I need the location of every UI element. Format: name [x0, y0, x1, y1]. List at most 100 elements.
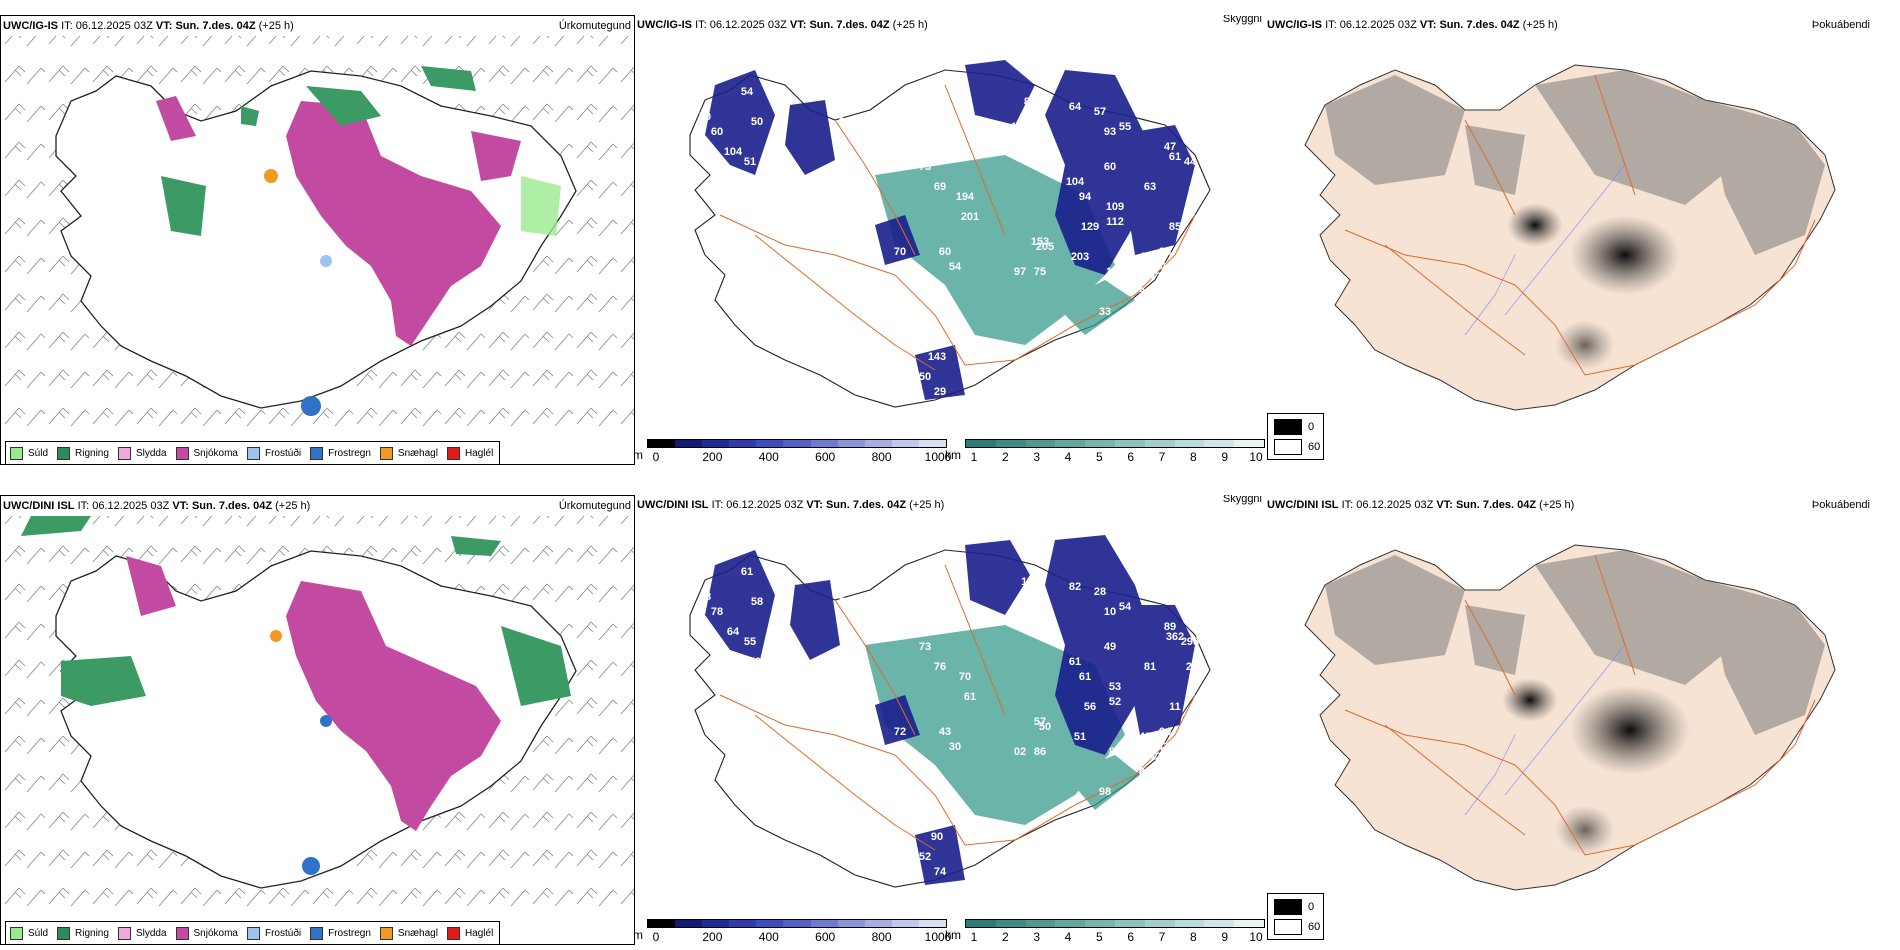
colorbar-segment: [966, 920, 996, 927]
legend-swatch: [175, 926, 189, 940]
depth-label: 53: [1109, 681, 1121, 693]
colorbar-segment: [756, 920, 784, 927]
colorbar-segment: [702, 920, 730, 927]
colorbar-segment: [891, 440, 919, 447]
visibility-shading: [875, 155, 1135, 345]
depth-label: 82: [1069, 581, 1081, 593]
legend-swatch: [1274, 899, 1302, 915]
panel-label: Skyggni: [1222, 15, 1262, 25]
colorbar-tick: 3: [1033, 930, 1040, 944]
depth-label: 64: [727, 626, 740, 638]
colorbar-segment: [648, 920, 676, 927]
depth-label: 38: [1159, 246, 1171, 258]
snow-depth-map-bottom: UWC/DINI ISL IT: 06.12.2025 03Z VT: Sun.…: [635, 495, 1265, 945]
depth-colorbar: m 0 200 400 600 800 1000: [635, 919, 951, 944]
colorbar-segment: [783, 920, 811, 927]
colorbar-segment: [837, 920, 865, 927]
legend-label: Frostregn: [328, 447, 371, 459]
colorbar-segment: [1204, 920, 1235, 927]
colorbar-tick: 2: [1001, 930, 1009, 944]
depth-label: 88: [924, 126, 936, 138]
colorbar-tick: 1000: [924, 930, 952, 944]
panel-label: Skyggni: [1222, 495, 1262, 505]
panel-label: Úrkomutegund: [558, 500, 631, 512]
colorbar-tick: 10: [1249, 450, 1263, 464]
rivers: [1464, 164, 1626, 336]
colorbar-tick: 400: [758, 450, 779, 464]
legend-item: Haglél: [446, 926, 493, 940]
colorbar-segment: [1085, 440, 1115, 447]
depth-label: 51: [1074, 731, 1086, 743]
legend-swatch: [57, 446, 71, 460]
depth-label: 51: [744, 156, 756, 168]
depth-colorbar: m 0 200 400 600 800 1000: [635, 439, 952, 464]
colorbar-tick: 2: [1001, 450, 1009, 464]
depth-label: 50: [919, 371, 931, 383]
depth-label: 94: [1079, 191, 1092, 203]
depth-label: 205: [1036, 241, 1054, 253]
legend-label: Frostúði: [264, 927, 302, 939]
legend-swatch: [117, 446, 131, 460]
colorbar-unit: m: [635, 928, 643, 942]
colorbar-tick: 4: [1064, 930, 1072, 944]
depth-label: 70: [749, 656, 761, 668]
depth-label: 60: [711, 126, 723, 138]
colorbar-tick: 400: [758, 930, 779, 944]
fog-legend-row: 60: [1274, 919, 1320, 935]
depth-label: 72: [894, 726, 906, 738]
depth-label: 143: [928, 351, 946, 363]
colorbar-tick: 200: [702, 450, 723, 464]
colorbar-segment: [891, 920, 919, 927]
depth-label: 73: [919, 641, 931, 653]
snow-depth-map-top: UWC/IG-IS IT: 06.12.2025 03Z VT: Sun. 7.…: [635, 15, 1265, 465]
colorbar-segment: [837, 440, 865, 447]
colorbar-segment: [1234, 440, 1264, 447]
depth-label: 48: [1189, 181, 1201, 193]
colorbar-tick: 8: [1189, 930, 1197, 944]
depth-label: 93: [1104, 126, 1116, 138]
legend-label: Frostregn: [328, 927, 371, 939]
colorbar-tick: 10: [1249, 930, 1263, 944]
legend-label: Slydda: [135, 927, 167, 939]
colorbar-ticks: 0 200 400 600 800 1000: [647, 448, 952, 464]
legend-swatch: [310, 446, 324, 460]
legend-swatch: [10, 926, 23, 940]
depth-label: 11: [1169, 701, 1181, 713]
visibility-colorbar: km 1 2 3 4 5 6 7 8 9 10: [945, 919, 1265, 944]
legend-label: Snjókoma: [193, 927, 238, 939]
depth-label: 90: [931, 831, 943, 843]
colorbar-segment: [783, 440, 811, 447]
depth-label: 74: [934, 866, 947, 878]
colorbar-tick: 1: [970, 930, 978, 944]
depth-label: 108: [771, 221, 789, 233]
depth-label: 57: [1034, 716, 1046, 728]
colorbar-tick: 600: [815, 930, 836, 944]
legend-item: Snjókoma: [175, 446, 238, 460]
legend-label: Rigning: [75, 927, 109, 939]
panel-title: UWC/IG-IS IT: 06.12.2025 03Z VT: Sun. 7.…: [3, 20, 294, 32]
depth-label: 04: [1159, 726, 1172, 738]
depth-label: 83: [1024, 96, 1036, 108]
colorbar-tick: 1: [970, 450, 978, 464]
colorbar-segment: [1055, 920, 1086, 927]
legend-item: Frostregn: [310, 446, 371, 460]
depth-label: 90: [1014, 601, 1026, 613]
depth-label: 44: [1184, 156, 1197, 168]
colorbar-segment: [966, 440, 996, 447]
colorbar-tick: 7: [1158, 450, 1166, 464]
depth-label: 76: [934, 661, 946, 673]
depth-label: 50: [1039, 721, 1051, 733]
depth-label: 32: [779, 681, 791, 693]
depth-label: 50: [839, 596, 851, 608]
colorbar-tick: 5: [1095, 450, 1103, 464]
legend-items: Súld Rigning Slydda Snjókoma Frostúði Frostre…: [10, 926, 495, 940]
depth-label: 60: [924, 606, 936, 618]
depth-label: 98: [839, 116, 851, 128]
depth-label: 61: [1069, 656, 1081, 668]
depth-label: 56: [1084, 701, 1096, 713]
fog-index-map-bottom: UWC/DINI ISL IT: 06.12.2025 03Z VT: Sun.…: [1265, 495, 1900, 945]
depth-label: 143: [1151, 741, 1169, 753]
depth-label: 28: [1094, 586, 1106, 598]
depth-label: 31: [1069, 816, 1081, 828]
